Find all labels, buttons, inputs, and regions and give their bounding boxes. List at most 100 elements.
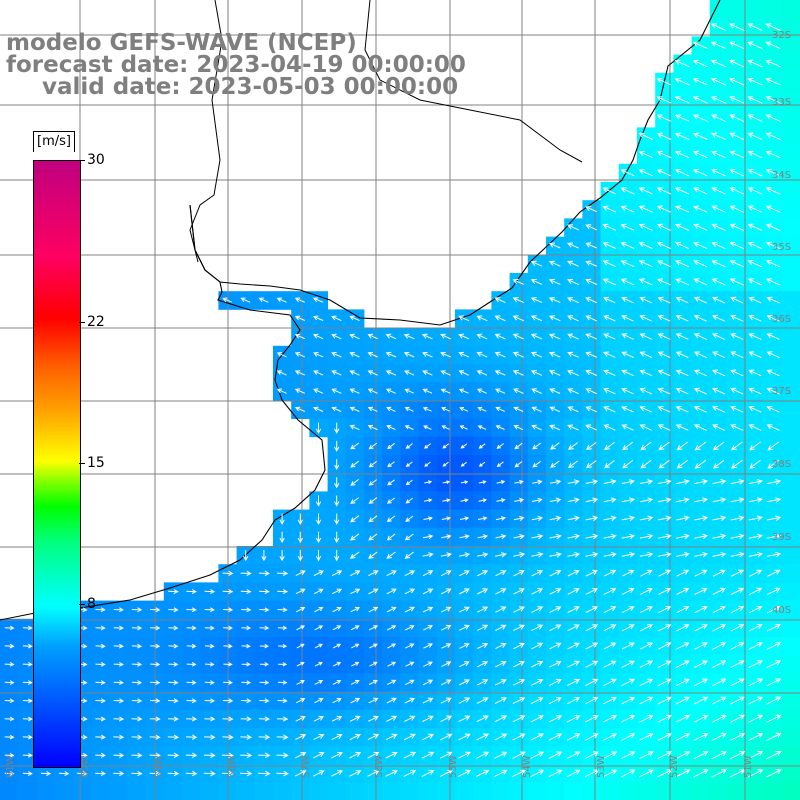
wind-arrow — [694, 606, 708, 614]
wind-arrow — [476, 333, 488, 340]
wind-arrow — [331, 570, 343, 577]
wind-arrow — [113, 625, 124, 631]
wind-arrow — [585, 642, 599, 650]
wind-arrow — [548, 242, 561, 249]
wind-arrow — [747, 41, 763, 50]
longitude-label: 61W — [5, 755, 16, 778]
wind-arrow — [185, 770, 198, 777]
wind-arrow — [240, 752, 253, 759]
wind-arrow — [638, 260, 653, 268]
wind-arrow — [585, 606, 599, 613]
wind-arrow — [387, 661, 397, 667]
wind-arrow — [620, 242, 635, 249]
wind-arrow — [296, 680, 305, 685]
wind-arrow — [512, 297, 525, 304]
wind-arrow — [639, 551, 654, 558]
wind-arrow — [711, 223, 726, 231]
wind-arrow — [711, 150, 726, 159]
wind-arrow — [530, 733, 544, 741]
wind-arrow — [530, 751, 545, 759]
wind-arrow — [711, 77, 727, 86]
wind-arrow — [312, 333, 324, 340]
wind-arrow — [476, 388, 487, 394]
field-cell — [309, 782, 328, 800]
wind-arrow — [477, 661, 489, 668]
wind-arrow — [712, 678, 727, 687]
wind-arrow — [4, 643, 15, 649]
wind-arrow — [585, 424, 598, 431]
wind-arrow — [550, 460, 560, 468]
wind-arrow — [351, 643, 360, 649]
wind-arrow — [204, 698, 216, 704]
wind-arrow — [495, 425, 505, 430]
wind-arrow — [240, 716, 252, 722]
wind-arrow — [766, 405, 780, 413]
field-cell — [418, 782, 438, 800]
wind-arrow — [712, 405, 726, 413]
wind-arrow — [711, 732, 727, 742]
wind-arrow — [693, 678, 709, 687]
wind-arrow — [459, 516, 470, 521]
wind-arrow — [315, 549, 322, 562]
wind-arrow — [331, 406, 342, 412]
wind-arrow — [168, 607, 179, 613]
wind-arrow — [620, 187, 635, 195]
wind-arrow — [621, 315, 634, 322]
wind-arrow — [530, 297, 543, 304]
wind-arrow — [585, 624, 599, 632]
wind-arrow — [186, 661, 197, 667]
wind-arrow — [730, 605, 745, 614]
wind-arrow — [693, 424, 707, 431]
wind-arrow — [694, 624, 708, 632]
wind-arrow — [602, 751, 618, 760]
wind-arrow — [222, 734, 234, 740]
wind-arrow — [278, 643, 288, 649]
longitude-label: 52W — [669, 755, 680, 778]
title-forecast-date: forecast date: 2023-04-19 00:00:00 — [6, 52, 466, 78]
wind-arrow — [729, 205, 745, 213]
wind-arrow — [674, 114, 690, 122]
wind-arrow — [367, 388, 378, 394]
wind-arrow — [765, 59, 781, 68]
wind-arrow — [639, 624, 654, 632]
wind-arrow — [494, 351, 506, 358]
wind-arrow — [423, 443, 431, 449]
wind-arrow — [349, 352, 360, 358]
field-cell — [782, 418, 800, 438]
wind-arrow — [585, 206, 598, 213]
wind-arrow — [385, 370, 397, 376]
wind-arrow — [167, 752, 180, 759]
wind-arrow — [675, 751, 691, 760]
wind-arrow — [656, 150, 672, 159]
wind-arrow — [585, 497, 599, 503]
wind-arrow — [621, 333, 634, 340]
wind-arrow — [349, 770, 362, 777]
wind-arrow — [710, 41, 727, 50]
wind-arrow — [767, 459, 780, 469]
wind-arrow — [295, 715, 306, 722]
wind-arrow — [295, 570, 306, 577]
wind-arrow — [367, 406, 378, 412]
wind-arrow — [405, 461, 413, 467]
wind-arrow — [765, 187, 781, 195]
field-cell — [0, 782, 19, 800]
wind-arrow — [602, 187, 617, 195]
wind-arrow — [350, 588, 361, 595]
wind-arrow — [312, 297, 324, 303]
wind-arrow — [748, 497, 763, 503]
wind-arrow — [567, 278, 579, 285]
wind-arrow — [657, 642, 672, 650]
wind-arrow — [621, 296, 634, 304]
wind-arrow — [766, 642, 782, 650]
wind-arrow — [476, 715, 489, 723]
wind-arrow — [638, 242, 653, 249]
wind-arrow — [568, 460, 578, 469]
wind-arrow — [765, 96, 781, 104]
wind-arrow — [259, 662, 269, 667]
wind-arrow — [113, 698, 125, 704]
longitude-label: 59W — [154, 755, 165, 778]
wind-arrow — [186, 589, 197, 595]
wind-arrow — [314, 643, 323, 649]
wind-arrow — [186, 698, 197, 704]
wind-arrow — [386, 551, 396, 559]
